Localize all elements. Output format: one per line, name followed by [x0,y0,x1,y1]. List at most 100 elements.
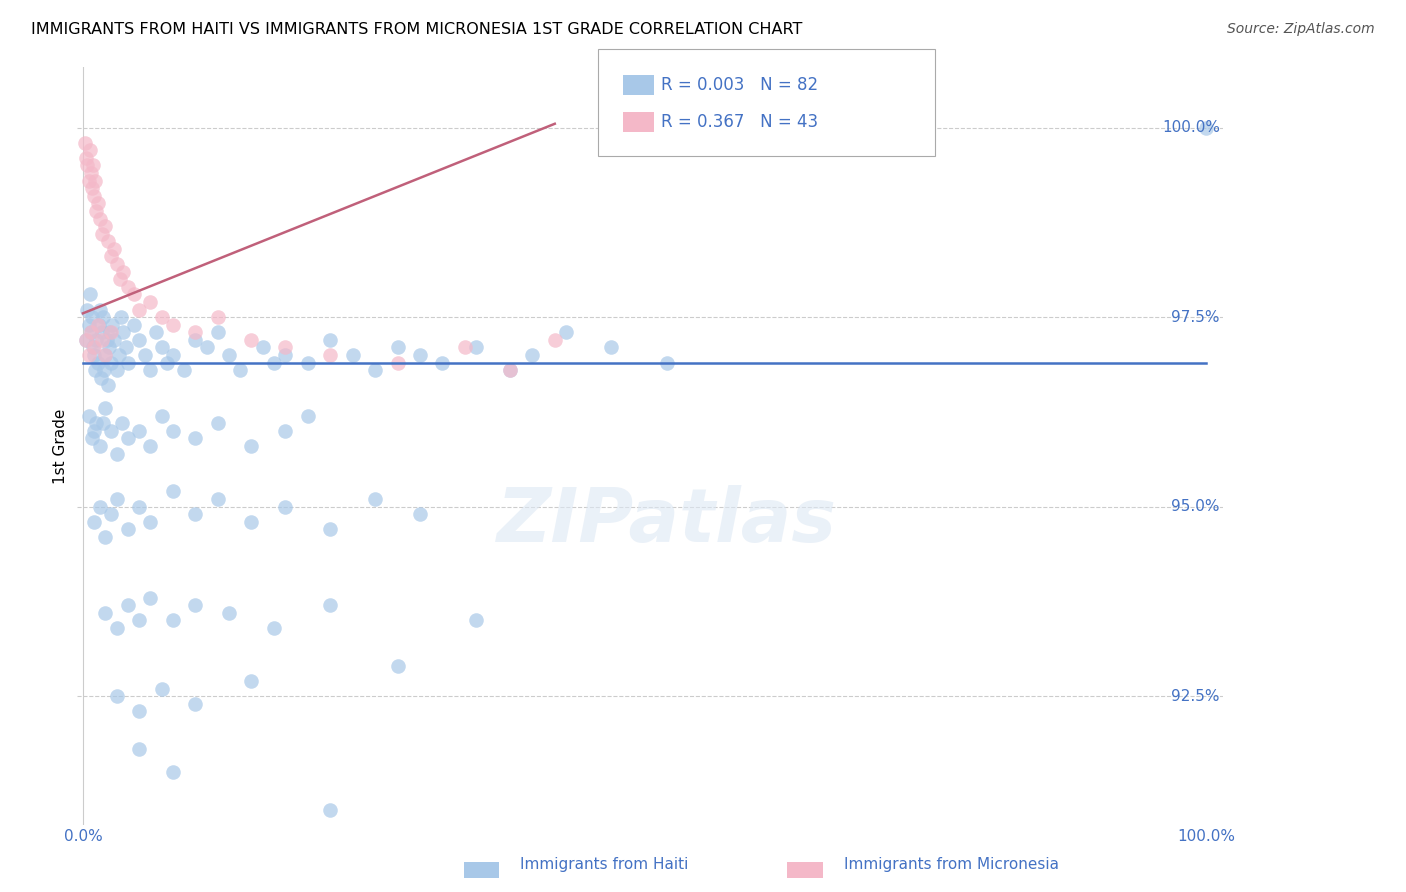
Point [184,431,207,445]
Point [207,310,229,324]
Point [122,287,145,301]
Point [86,196,108,211]
Point [108,272,131,286]
Point [274,424,297,438]
Text: R = 0.003   N = 82: R = 0.003 N = 82 [661,76,818,94]
Point [128,742,150,756]
Point [100,355,122,369]
Point [150,409,173,423]
Point [91,326,114,340]
Point [76,302,98,317]
Point [94,219,117,233]
Point [499,363,522,377]
Point [145,326,167,340]
Point [117,355,139,369]
Point [387,341,409,355]
Text: 100.0%: 100.0% [1177,829,1236,844]
Point [342,348,364,362]
Text: 0.0%: 0.0% [63,829,103,844]
Point [139,591,162,605]
Point [319,598,342,612]
Point [86,318,108,332]
Point [319,333,342,347]
Point [110,310,132,324]
Text: ZIPatlas: ZIPatlas [498,485,837,558]
Point [162,424,184,438]
Point [79,287,101,301]
Point [319,803,342,817]
Point [139,294,162,310]
Point [91,416,114,430]
Text: IMMIGRANTS FROM HAITI VS IMMIGRANTS FROM MICRONESIA 1ST GRADE CORRELATION CHART: IMMIGRANTS FROM HAITI VS IMMIGRANTS FROM… [31,22,803,37]
Point [139,515,162,529]
Point [111,416,134,430]
Point [134,348,156,362]
Point [184,507,207,521]
Point [387,658,409,673]
Point [454,341,477,355]
Point [240,439,263,453]
Point [89,211,111,226]
Point [91,333,114,347]
Point [184,697,207,711]
Point [83,515,105,529]
Point [98,326,121,340]
Point [80,326,103,340]
Text: 97.5%: 97.5% [1171,310,1220,325]
Point [274,341,297,355]
Point [122,318,145,332]
Point [86,416,108,430]
Point [465,613,488,627]
Point [83,424,105,438]
Point [240,333,263,347]
Text: 100.0%: 100.0% [1161,120,1220,135]
Point [162,348,184,362]
Point [522,348,544,362]
Point [229,363,252,377]
Point [94,530,117,544]
Point [364,363,387,377]
Point [128,333,150,347]
Point [97,341,120,355]
Point [80,326,103,340]
Text: Immigrants from Micronesia: Immigrants from Micronesia [844,857,1059,872]
Point [103,242,125,256]
Point [544,333,567,347]
Point [218,348,240,362]
Point [103,333,125,347]
Point [105,363,128,377]
Point [555,326,578,340]
Point [96,333,118,347]
Point [162,764,184,779]
Point [80,431,103,445]
Point [112,265,135,279]
Text: R = 0.367   N = 43: R = 0.367 N = 43 [661,113,818,131]
Point [76,158,98,172]
Point [114,341,136,355]
Point [75,136,97,150]
Point [105,257,128,271]
Point [94,348,117,362]
Point [91,227,114,241]
Point [184,598,207,612]
Point [75,151,97,165]
Point [128,500,150,514]
Point [207,416,229,430]
Point [97,235,120,249]
Point [77,348,100,362]
Point [117,431,139,445]
Point [150,310,173,324]
Point [263,621,285,635]
Point [139,363,162,377]
Point [86,333,108,347]
Point [97,378,120,392]
Point [173,363,195,377]
Text: 92.5%: 92.5% [1171,689,1220,704]
Point [91,310,114,324]
Point [75,333,97,347]
Point [112,326,135,340]
Point [499,363,522,377]
Point [84,174,107,188]
Point [108,348,131,362]
Point [139,439,162,453]
